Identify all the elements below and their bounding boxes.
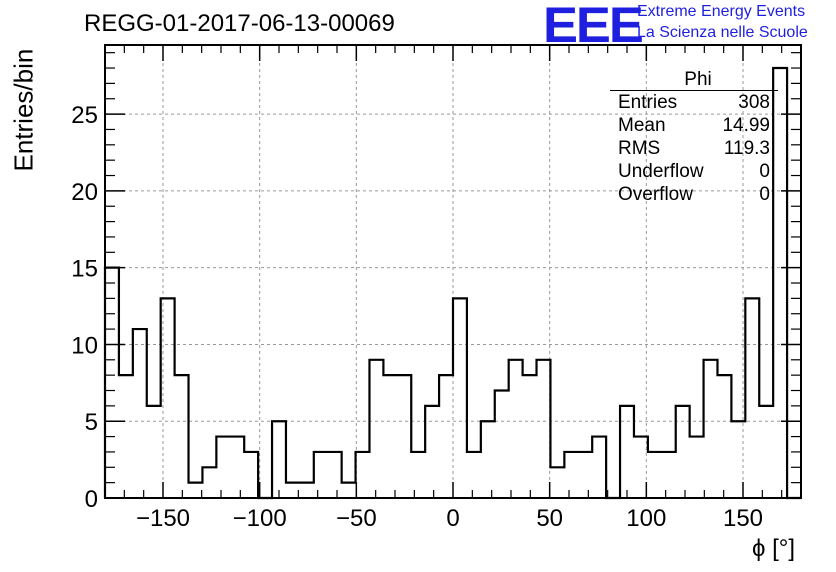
tick-labels: −150 −100 −50 0 50 100 150 0 5 10 15 20 25	[71, 102, 763, 532]
x-tick-label: 0	[446, 505, 459, 532]
histogram-outline	[103, 66, 801, 500]
y-tick-label: 20	[71, 179, 98, 206]
stats-row-rms: RMS 119.3	[610, 137, 778, 160]
y-tick-label: 5	[85, 409, 98, 436]
y-tick-label: 25	[71, 102, 98, 129]
stats-row-mean: Mean 14.99	[610, 114, 778, 137]
x-tick-label: 50	[536, 505, 563, 532]
stats-value: 0	[759, 161, 770, 182]
stats-label: Underflow	[618, 161, 704, 182]
plot-title: REGG-01-2017-06-13-00069	[84, 10, 395, 37]
y-tick-label: 10	[71, 332, 98, 359]
x-tick-label: −100	[233, 505, 287, 532]
stats-label: Entries	[618, 92, 678, 113]
stats-box: Phi Entries 308 Mean 14.99 RMS 119.3 Und…	[610, 70, 778, 208]
stats-label: Overflow	[618, 184, 693, 205]
stats-title: Phi	[610, 70, 778, 91]
stats-label: Mean	[618, 115, 666, 136]
x-axis-label: ϕ [°]	[752, 535, 796, 562]
axis-ticks	[104, 45, 802, 499]
logo-line-2: La Scienza nelle Scuole	[637, 24, 808, 41]
stats-value: 14.99	[722, 115, 770, 136]
stats-row-entries: Entries 308	[610, 91, 778, 114]
logo-line-1: Extreme Energy Events	[637, 3, 806, 20]
stats-value: 119.3	[723, 138, 770, 159]
y-tick-label: 15	[71, 256, 98, 283]
x-tick-label: 100	[626, 505, 666, 532]
x-tick-label: −150	[136, 505, 190, 532]
y-axis-label: Entries/bin	[8, 48, 39, 172]
stats-value: 0	[759, 184, 770, 205]
stats-label: RMS	[618, 138, 661, 159]
stats-row-overflow: Overflow 0	[610, 183, 778, 206]
eee-logo: EEE	[543, 0, 644, 53]
x-tick-label: −50	[336, 505, 377, 532]
stats-value: 308	[738, 92, 770, 113]
x-tick-label: 150	[723, 505, 763, 532]
stats-row-underflow: Underflow 0	[610, 160, 778, 183]
y-tick-label: 0	[85, 486, 98, 513]
